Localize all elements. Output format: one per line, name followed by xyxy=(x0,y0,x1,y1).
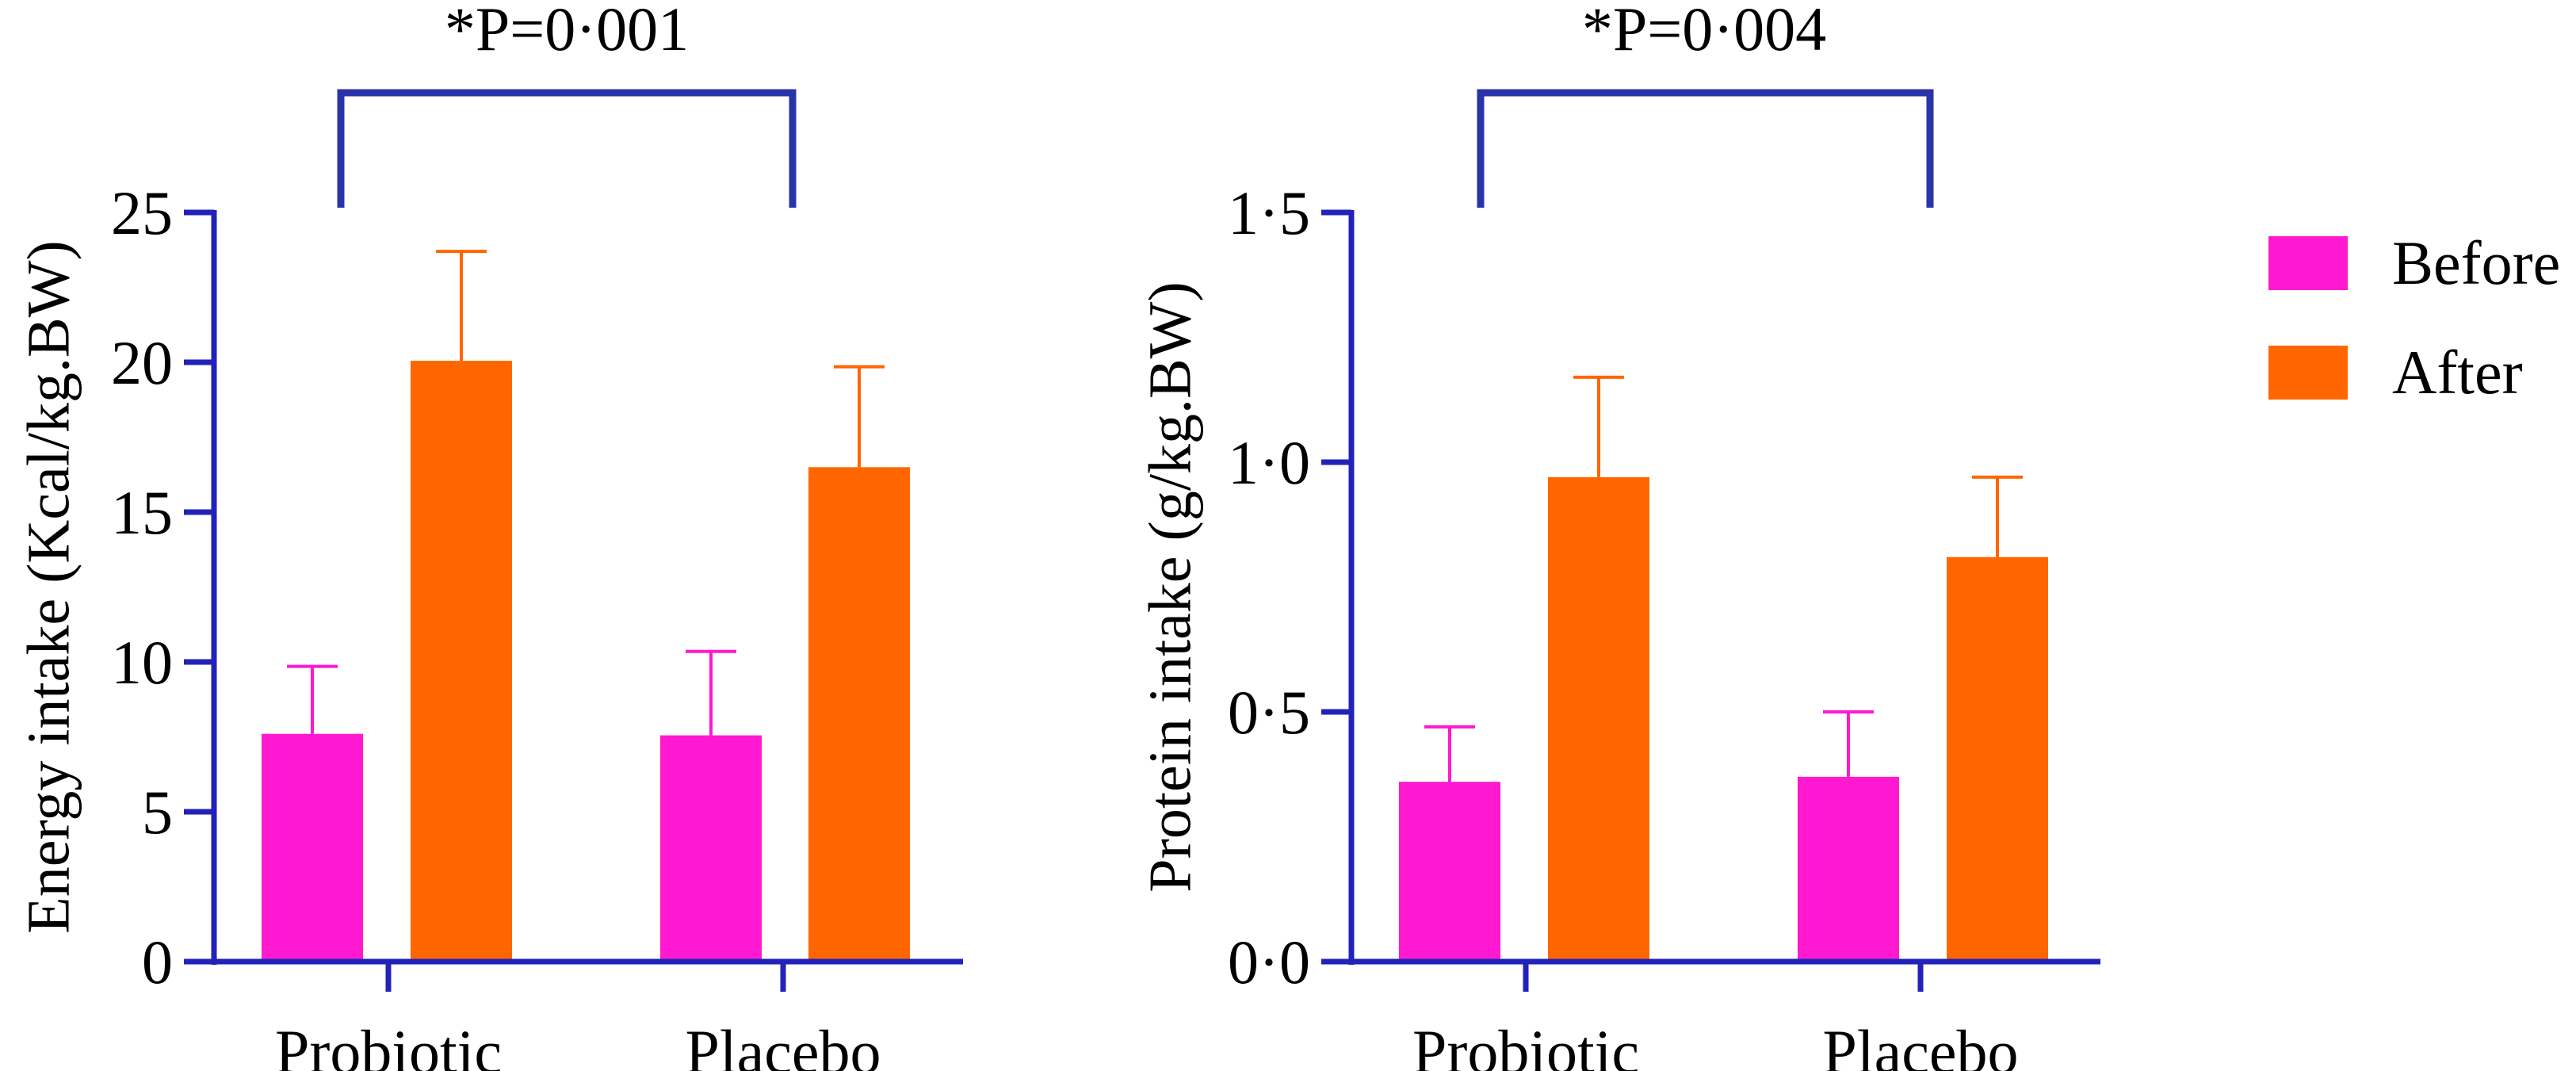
significance-bracket xyxy=(337,89,797,208)
significance-annotation: *P=0·004 xyxy=(1582,0,1826,63)
x-tick-label-probiotic: Probiotic xyxy=(275,1017,502,1071)
y-tick-label: 20 xyxy=(111,328,173,397)
energy-intake-chart: 0 5 10 15 20 25 Probiotic Placebo Energy intake … xyxy=(16,0,963,1071)
y-tick-label: 0·0 xyxy=(1228,928,1310,996)
bar-after-probiotic xyxy=(411,361,512,962)
x-tick-label-placebo: Placebo xyxy=(686,1017,881,1071)
significance-annotation: *P=0·001 xyxy=(445,0,689,63)
bar-before-probiotic xyxy=(1399,782,1500,962)
x-tick-label-placebo: Placebo xyxy=(1823,1017,2019,1071)
legend-swatch-after xyxy=(2268,346,2348,400)
y-tick-label: 10 xyxy=(111,628,173,697)
legend-label-before: Before xyxy=(2392,228,2560,297)
y-axis-title: Protein intake (g/kg.BW) xyxy=(1137,281,1204,892)
legend-label-after: After xyxy=(2392,338,2523,407)
y-axis-title: Energy intake (Kcal/kg.BW) xyxy=(16,240,82,933)
y-tick-label: 1·0 xyxy=(1228,428,1310,497)
bar-before-placebo xyxy=(1798,776,1899,962)
y-tick-label: 0·5 xyxy=(1228,678,1310,747)
bar-after-probiotic xyxy=(1548,476,1649,962)
y-tick-label: 15 xyxy=(111,478,173,547)
bar-after-placebo xyxy=(808,467,910,962)
x-tick-label-probiotic: Probiotic xyxy=(1412,1017,1639,1071)
bar-before-placebo xyxy=(660,735,762,962)
y-tick-label: 0 xyxy=(142,928,173,996)
y-tick-label: 5 xyxy=(142,778,173,847)
bar-after-placebo xyxy=(1947,557,2048,962)
legend-swatch-before xyxy=(2268,236,2348,290)
y-tick-label: 25 xyxy=(111,178,173,247)
bar-before-probiotic xyxy=(262,733,363,962)
legend: Before After xyxy=(2268,228,2560,407)
significance-bracket xyxy=(1477,89,1934,208)
protein-intake-chart: 0·0 0·5 1·0 1·5 Probiotic Placebo Protein inta… xyxy=(1137,0,2100,1071)
y-tick-label: 1·5 xyxy=(1228,178,1310,247)
